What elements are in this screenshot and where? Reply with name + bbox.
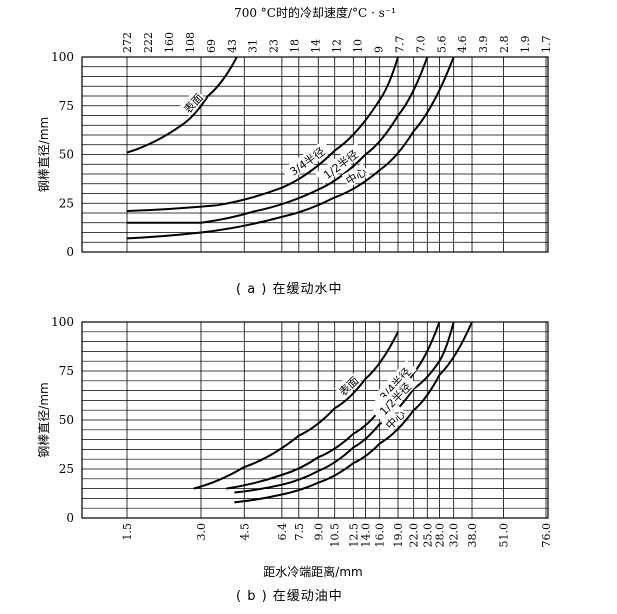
- x-top-tick-label: 272: [121, 32, 134, 53]
- x-top-tick-label: 69: [205, 39, 218, 53]
- x-tick-label: 6.4: [276, 523, 289, 541]
- x-top-tick-label: 222: [142, 32, 155, 53]
- x-top-tick-label: 31: [247, 39, 260, 53]
- x-top-tick-label: 12: [331, 39, 344, 53]
- y-tick-label: 25: [59, 462, 74, 476]
- series-line-3: [126, 56, 455, 240]
- x-axis-label: 距水冷端距离/mm: [263, 564, 362, 579]
- y-tick-label: 50: [59, 148, 74, 162]
- x-tick-label: 19.0: [392, 523, 405, 548]
- x-tick-label: 28.0: [433, 523, 446, 548]
- x-tick-label: 3.0: [195, 523, 208, 541]
- x-top-tick-label: 14: [310, 39, 323, 53]
- x-tick-label: 4.5: [238, 523, 251, 541]
- series-label-bg: [381, 405, 409, 433]
- x-tick-label: 1.5: [121, 523, 134, 541]
- series-line-2: [126, 56, 429, 224]
- series-label-bg: [281, 140, 332, 182]
- x-tick-label: 14.0: [359, 523, 372, 548]
- x-tick-label: 25.0: [421, 523, 434, 548]
- y-tick-label: 100: [51, 50, 74, 64]
- series-label-text: 表面: [336, 373, 362, 398]
- series-line-1: [226, 321, 441, 490]
- x-tick-label: 10.5: [329, 523, 342, 548]
- y-tick-label: 75: [59, 364, 74, 378]
- x-tick-label: 51.0: [497, 523, 510, 548]
- y-tick-label: 0: [66, 245, 74, 259]
- series-label-bg: [315, 142, 365, 185]
- y-tick-label: 50: [59, 413, 74, 427]
- x-top-tick-label: 108: [184, 32, 197, 53]
- series-label-0: 表面: [179, 89, 206, 117]
- x-top-tick-label: 10: [351, 39, 364, 53]
- x-tick-label: 7.5: [293, 523, 306, 541]
- x-tick-label: 9.0: [312, 523, 325, 541]
- x-tick-label: 32.0: [448, 523, 461, 548]
- x-tick-label: 22.0: [408, 523, 421, 548]
- series-line-2: [234, 321, 455, 494]
- series-line-3: [234, 321, 473, 504]
- x-tick-label: 76.0: [540, 523, 553, 548]
- y-axis-label: 钢棒直径/mm: [37, 117, 51, 192]
- series-line-0: [193, 331, 399, 490]
- series-label-bg: [341, 162, 370, 188]
- x-tick-label: 12.5: [347, 523, 360, 548]
- x-top-tick-label: 4.6: [456, 36, 469, 54]
- x-tick-label: 16.0: [374, 523, 387, 548]
- x-tick-label: 38.0: [466, 523, 479, 548]
- x-top-tick-label: 23: [268, 39, 281, 53]
- x-top-tick-label: 9: [372, 46, 385, 53]
- x-top-tick-label: 5.6: [435, 36, 448, 54]
- series-label-bg: [371, 374, 418, 422]
- series-label-bg: [334, 372, 362, 399]
- x-top-tick-label: 43: [226, 39, 239, 53]
- y-tick-label: 75: [59, 99, 74, 113]
- y-tick-label: 0: [66, 511, 74, 525]
- x-top-tick-label: 18: [289, 39, 302, 53]
- x-top-tick-label: 3.9: [477, 36, 490, 54]
- x-top-tick-label: 1.7: [540, 36, 553, 54]
- y-tick-label: 25: [59, 196, 74, 210]
- series-line-0: [126, 56, 238, 154]
- x-top-tick-label: 7.7: [393, 36, 406, 54]
- top-axis-title: 700 °C时的冷却速度/°C · s⁻¹: [234, 5, 396, 20]
- y-tick-label: 100: [51, 315, 74, 329]
- caption-a: ( a ) 在缓动水中: [236, 282, 343, 297]
- x-top-tick-label: 7.0: [414, 36, 427, 54]
- caption-b: ( b ) 在缓动油中: [236, 589, 343, 604]
- series-line-1: [126, 56, 399, 213]
- x-top-tick-label: 2.8: [498, 36, 511, 54]
- series-label-0: 表面: [334, 372, 362, 399]
- series-label-bg: [372, 360, 417, 408]
- series-label-text: 表面: [181, 90, 206, 116]
- x-top-tick-label: 1.9: [519, 36, 532, 54]
- y-axis-label: 钢棒直径/mm: [37, 382, 51, 457]
- series-label-bg: [179, 89, 206, 117]
- x-top-tick-label: 160: [163, 32, 176, 53]
